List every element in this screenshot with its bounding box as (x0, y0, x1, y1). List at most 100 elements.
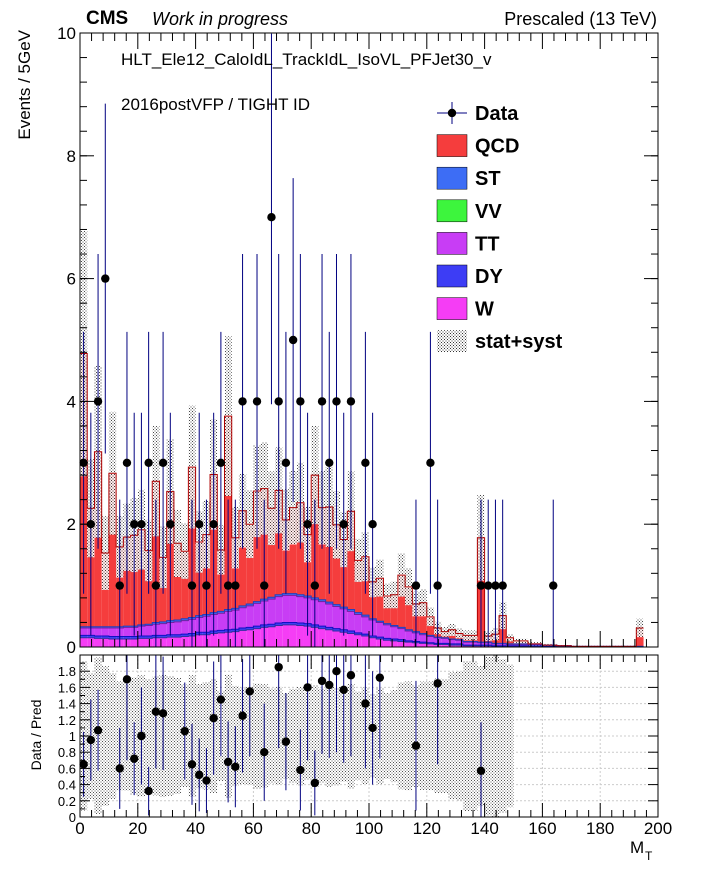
bar-qcd (108, 473, 117, 627)
bar-tt (181, 620, 189, 635)
bar-dy (108, 636, 117, 640)
ratio-point (137, 731, 146, 741)
bar-w (238, 630, 247, 647)
bar-tt (275, 596, 283, 624)
bar-w (340, 632, 348, 647)
bar-w (318, 628, 326, 647)
ratio-uncertainty-bin (405, 681, 413, 791)
data-point (281, 458, 291, 467)
data-point (303, 520, 312, 529)
data-point (317, 397, 327, 406)
bar-qcd (405, 586, 413, 630)
bar-w (419, 643, 427, 647)
bar-qcd (383, 596, 391, 624)
x-tick-label: 140 (470, 819, 498, 838)
main-plot: 0 2 4 6 8 10 HLT_Ele12_CaloIdL_TrackIdL_IsoVL… (15, 24, 659, 657)
legend-label: Data (475, 103, 519, 125)
ratio-point (325, 680, 334, 690)
ratio-plot: 00.20.40.60.811.21.41.61.80 20 40 60 80 100 12… (28, 654, 672, 863)
legend-data-marker (447, 108, 457, 118)
bar-dy (166, 634, 174, 638)
bar-st (123, 626, 131, 628)
bar-w (130, 639, 138, 647)
outline-dy (80, 621, 644, 648)
legend-swatch-tt (436, 232, 468, 255)
bar-dy (145, 635, 153, 639)
bar-tt (267, 599, 276, 625)
data-point (151, 581, 161, 590)
bar-st (390, 625, 398, 627)
ratio-point (310, 778, 320, 788)
bar-dy (448, 643, 456, 646)
bar-tt (296, 596, 304, 624)
data-point (368, 520, 377, 529)
ratio-point (361, 699, 370, 708)
bar-tt (173, 621, 182, 635)
histogram-outlines (80, 353, 644, 648)
bar-tt (159, 623, 167, 636)
ratio-point (317, 676, 327, 686)
bar-w (347, 633, 355, 647)
ratio-point (296, 765, 305, 775)
bar-qcd (636, 627, 644, 647)
ratio-y-tick-label: 0.2 (58, 794, 76, 809)
bar-w (195, 634, 203, 647)
bar-tt (405, 631, 413, 641)
data-point (122, 458, 132, 467)
bar-dy (87, 635, 95, 638)
bar-w (166, 637, 174, 647)
bar-w (303, 626, 312, 647)
bar-dy (253, 626, 261, 629)
bar-w (253, 628, 261, 647)
bar-dy (397, 639, 406, 642)
ratio-uncertainty-bin (499, 659, 507, 813)
x-tick-label: 0 (75, 819, 84, 838)
bar-tt (80, 627, 88, 636)
bar-w (123, 639, 131, 647)
bar-dy (441, 643, 449, 645)
bar-st (361, 615, 369, 617)
energy-label: Prescaled (13 TeV) (504, 9, 657, 29)
bar-dy (332, 628, 341, 632)
x-tick-label: 120 (413, 819, 441, 838)
ratio-uncertainty-bin (108, 673, 117, 799)
bar-dy (246, 627, 254, 630)
y-tick-label: 4 (67, 392, 76, 411)
data-point (137, 520, 146, 529)
data-point (166, 520, 175, 529)
bar-dy (137, 635, 146, 639)
data-point (93, 397, 103, 406)
ratio-point (339, 685, 348, 695)
bar-dy (123, 636, 131, 640)
data-point (325, 458, 334, 467)
bar-dy (383, 638, 391, 641)
ratio-uncertainty-bin (202, 682, 211, 790)
data-point (310, 581, 320, 590)
ratio-point (303, 683, 312, 692)
bar-tt (253, 603, 261, 627)
ratio-point (476, 766, 486, 776)
ratio-y-tick-label: 0 (69, 810, 76, 825)
outline-w (80, 624, 644, 648)
bar-st (238, 605, 247, 608)
data-point (274, 397, 283, 406)
bar-st (94, 626, 102, 628)
trigger-label: HLT_Ele12_CaloIdL_TrackIdL_IsoVL_PFJet30… (121, 50, 492, 69)
data-point (498, 581, 507, 590)
data-point (332, 397, 341, 406)
ratio-uncertainty-bin (311, 685, 319, 787)
bar-tt (325, 604, 333, 628)
bar-dy (181, 634, 189, 637)
bar-w (470, 645, 478, 647)
bar-qcd (332, 524, 341, 605)
ratio-point (144, 786, 153, 796)
bar-dy (354, 632, 362, 635)
data-point (252, 397, 262, 406)
ratio-y-tick-label: 1.6 (58, 680, 76, 695)
bar-w (325, 629, 333, 647)
legend-label: W (475, 299, 494, 321)
x-tick-label: 180 (586, 819, 614, 838)
data-point (484, 581, 493, 590)
ratio-uncertainty-bin (145, 679, 153, 793)
bar-st (173, 619, 182, 622)
